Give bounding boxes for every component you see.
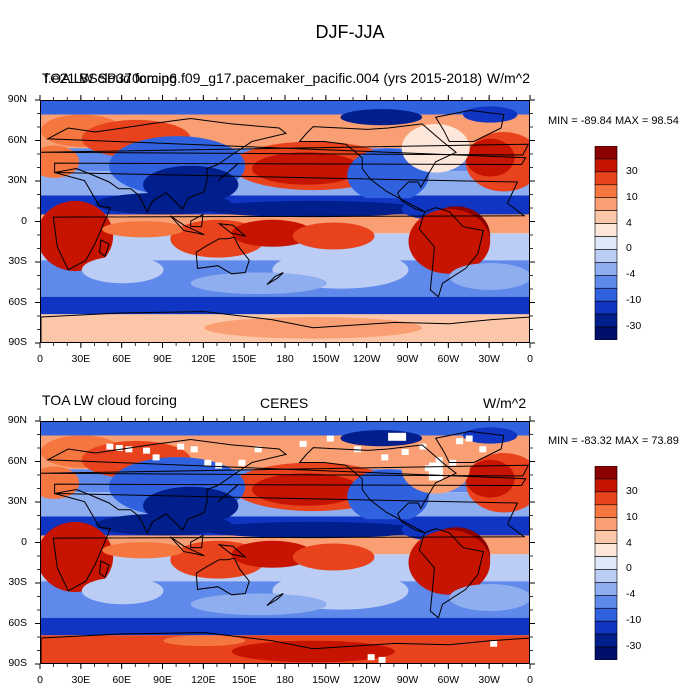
- lon-tick-label: 30W: [478, 353, 500, 365]
- lat-tick-label: 60N: [7, 454, 27, 467]
- colorbar-swatch: [594, 556, 618, 570]
- colorbar-swatch: [594, 287, 618, 302]
- colorbar-label: -30: [626, 320, 642, 333]
- panel-left-title: TOA LW cloud forcing: [42, 70, 177, 86]
- lon-tick-label: 30E: [71, 353, 91, 365]
- lon-tick-label: 90W: [396, 674, 419, 686]
- colorbar-swatch: [594, 171, 618, 186]
- colorbar-label: 0: [626, 242, 632, 255]
- colorbar-label: -10: [626, 294, 642, 307]
- colorbar-swatch: [594, 517, 618, 531]
- colorbar-swatch: [594, 595, 618, 609]
- lon-tick-label: 150W: [312, 353, 340, 365]
- lon-tick-label: 180: [276, 353, 294, 365]
- colorbar-swatch: [594, 466, 618, 480]
- lon-tick-label: 120W: [352, 353, 381, 365]
- lon-tick-label: 0: [37, 674, 43, 686]
- lat-tick-label: 30S: [8, 255, 27, 267]
- colorbar-swatch: [594, 607, 618, 622]
- lon-tick-label: 0: [527, 674, 533, 686]
- colorbar-label: 4: [626, 536, 632, 549]
- colorbar-label: -10: [626, 614, 642, 627]
- lat-tick-label: 0: [21, 535, 27, 548]
- panel-case-title: CERES: [260, 395, 309, 411]
- panel-minmax: MIN = -83.32 MAX = 73.89: [548, 435, 679, 447]
- colorbar-label: 4: [626, 216, 632, 229]
- colorbar-swatch: [594, 300, 618, 315]
- panel-units: W/m^2: [486, 70, 530, 86]
- colorbar-swatch: [594, 504, 618, 519]
- colorbar-label: 30: [626, 164, 638, 177]
- colorbar-swatch: [594, 210, 618, 224]
- panel-units: W/m^2: [483, 395, 527, 411]
- lon-tick-label: 60W: [437, 353, 460, 365]
- colorbar-swatch: [594, 569, 618, 583]
- colorbar-label: 10: [626, 190, 638, 203]
- colorbar-swatch: [594, 491, 618, 506]
- colorbar-swatch: [594, 543, 618, 557]
- colorbar-label: -4: [626, 268, 636, 281]
- colorbar-swatch: [594, 646, 618, 660]
- colorbar-swatch: [594, 633, 618, 648]
- colorbar-label: -4: [626, 588, 636, 601]
- colorbar-swatch: [594, 146, 618, 160]
- panel-left-title: TOA LW cloud forcing: [42, 392, 177, 408]
- lat-tick-label: 30N: [7, 495, 27, 507]
- lon-tick-label: 180: [276, 674, 294, 686]
- lon-tick-label: 120W: [352, 674, 381, 686]
- lon-tick-label: 120E: [191, 353, 216, 365]
- lon-tick-label: 60E: [112, 674, 131, 686]
- lon-tick-label: 150E: [231, 674, 257, 686]
- colorbar-swatch: [594, 478, 618, 493]
- lon-tick-label: 90E: [153, 353, 172, 365]
- colorbar-swatch: [594, 184, 618, 199]
- colorbar-swatch: [594, 620, 618, 635]
- panel-minmax: MIN = -89.84 MAX = 98.54: [548, 115, 679, 127]
- lon-tick-label: 60W: [437, 674, 460, 686]
- colorbar-swatch: [594, 249, 618, 263]
- panel-case-title: f.e21.BSSP370cmip6.f09_g17.pacemaker_pac…: [44, 70, 483, 86]
- lat-tick-label: 0: [21, 214, 27, 227]
- colorbar-swatch: [594, 223, 618, 237]
- lat-tick-label: 60N: [7, 133, 27, 146]
- colorbar-swatch: [594, 313, 618, 328]
- colorbar-swatch: [594, 530, 618, 544]
- colorbar-label: 30: [626, 484, 638, 497]
- lat-tick-label: 90S: [8, 657, 27, 669]
- colorbar-swatch: [594, 158, 618, 173]
- lon-tick-label: 150W: [312, 674, 340, 686]
- colorbar-swatch: [594, 275, 618, 289]
- lon-tick-label: 90W: [396, 353, 419, 365]
- colorbar-swatch: [594, 197, 618, 211]
- colorbar-label: 10: [626, 510, 638, 523]
- map-plot: [40, 421, 530, 664]
- colorbar-swatch: [594, 326, 618, 340]
- lat-tick-label: 90N: [7, 93, 27, 105]
- map-plot: [40, 100, 530, 343]
- colorbar-label: 0: [626, 562, 632, 575]
- lat-tick-label: 30S: [8, 576, 27, 588]
- figure-title: DJF-JJA: [315, 22, 385, 42]
- colorbar-swatch: [594, 582, 618, 596]
- lon-tick-label: 150E: [231, 353, 257, 365]
- lon-tick-label: 120E: [191, 674, 216, 686]
- lat-tick-label: 90S: [8, 336, 27, 348]
- lon-tick-label: 0: [527, 353, 533, 365]
- colorbar-swatch: [594, 236, 618, 250]
- colorbar-label: -30: [626, 640, 642, 653]
- lon-tick-label: 30W: [478, 674, 500, 686]
- lon-tick-label: 30E: [71, 674, 91, 686]
- lat-tick-label: 60S: [8, 616, 27, 629]
- lat-tick-label: 30N: [7, 174, 27, 186]
- lat-tick-label: 90N: [7, 414, 27, 426]
- lon-tick-label: 60E: [112, 353, 131, 365]
- lon-tick-label: 0: [37, 353, 43, 365]
- lon-tick-label: 90E: [153, 674, 172, 686]
- colorbar-swatch: [594, 262, 618, 276]
- lat-tick-label: 60S: [8, 295, 27, 308]
